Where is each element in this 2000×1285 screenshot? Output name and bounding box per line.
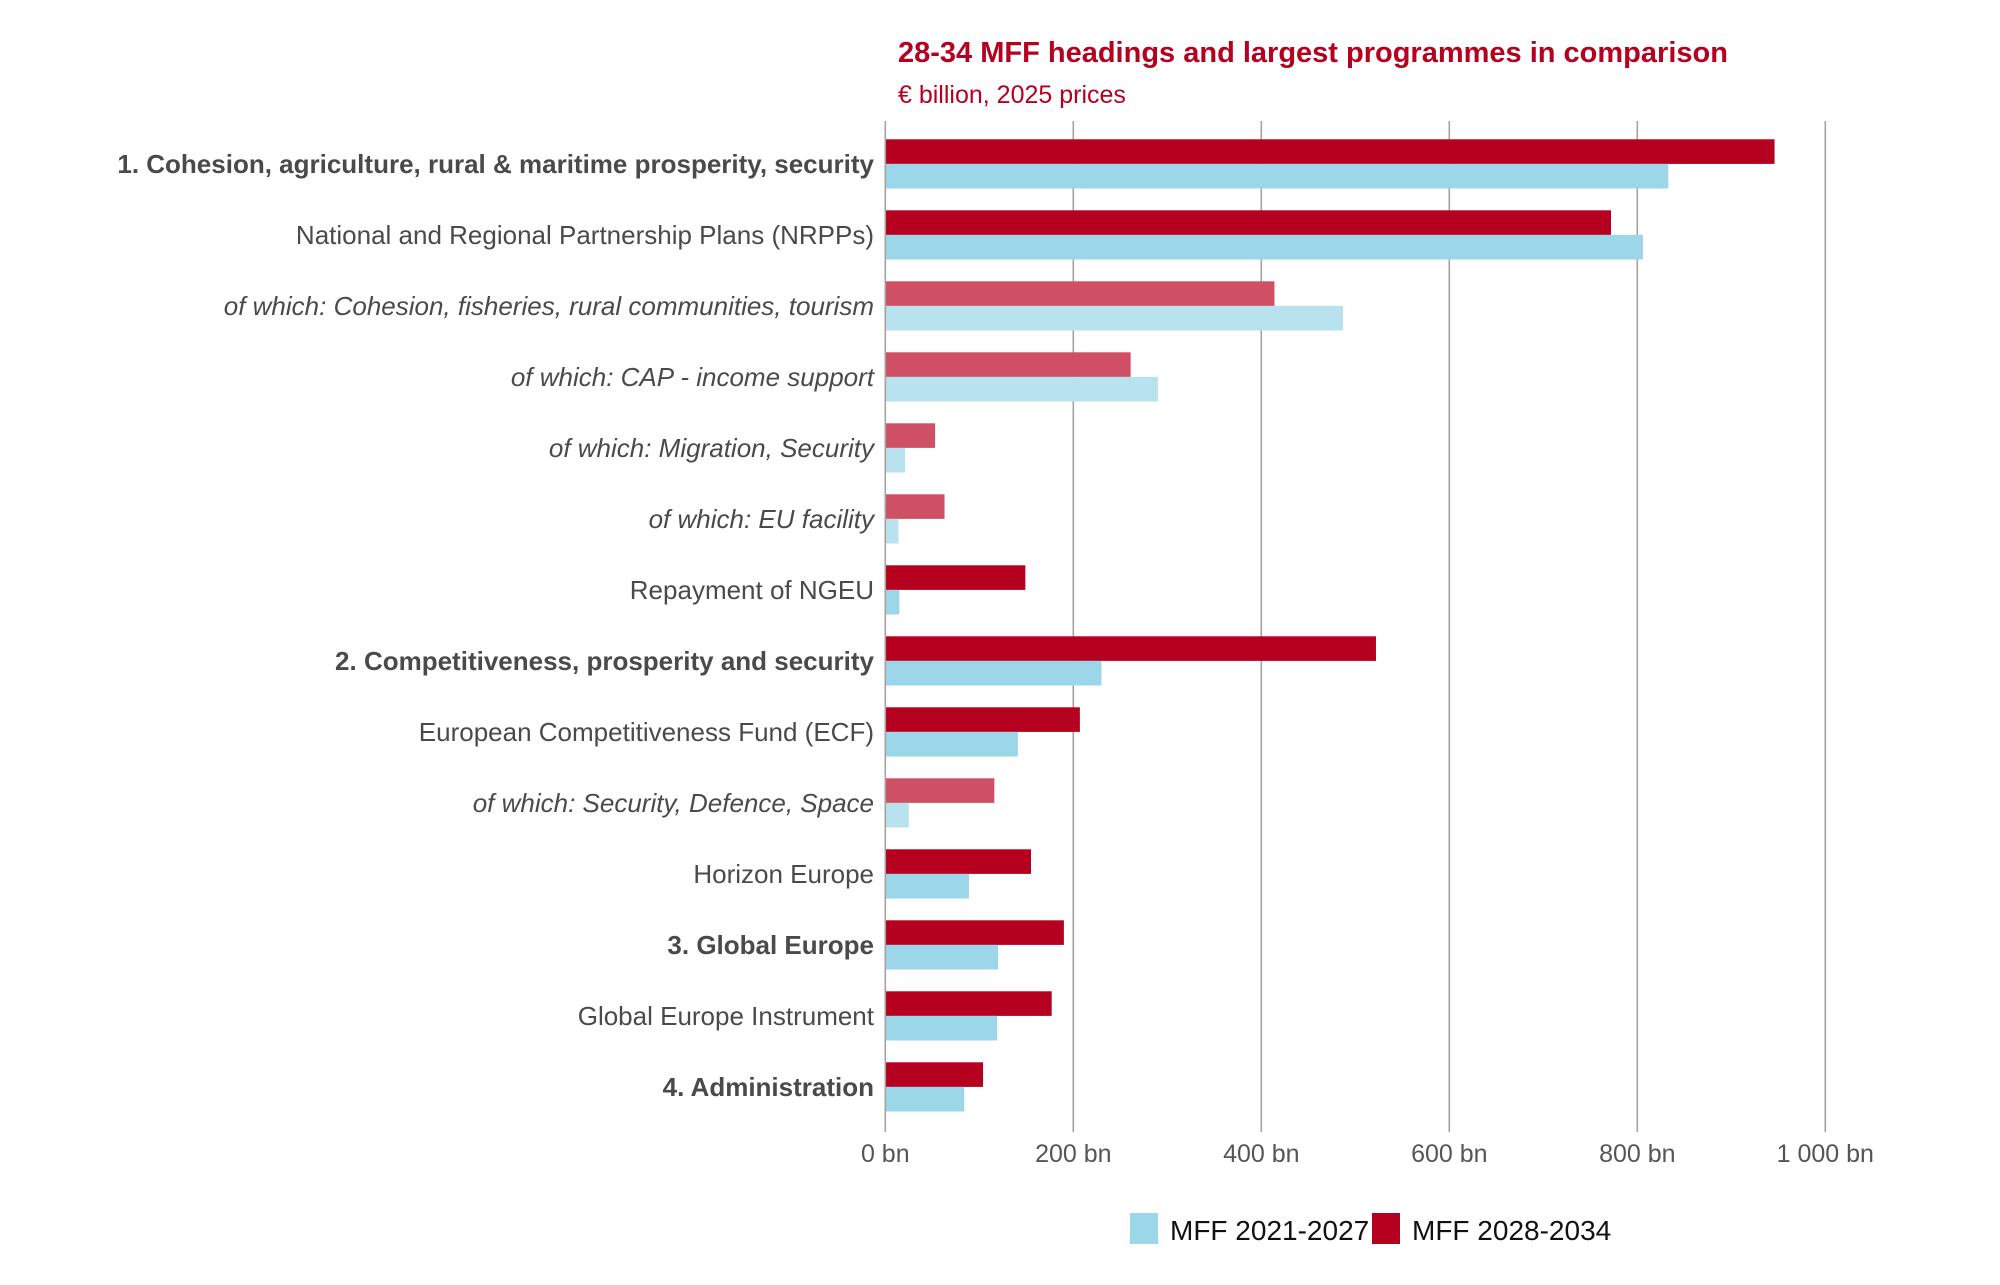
bar-mff-2028-2034 [885,849,1031,874]
bar-mff-2028-2034 [885,636,1376,661]
legend: MFF 2021-2027 MFF 2028-2034 [1130,1213,1611,1246]
category-label: of which: Cohesion, fisheries, rural com… [224,291,874,321]
category-label: 1. Cohesion, agriculture, rural & mariti… [117,149,874,179]
x-tick-label: 600 bn [1411,1140,1487,1168]
bar-mff-2021-2027 [885,447,906,473]
bar-mff-2021-2027 [885,873,969,899]
bar-mff-2028-2034 [885,210,1611,235]
bar-mff-2028-2034 [885,352,1131,377]
category-label: National and Regional Partnership Plans … [296,220,874,250]
bar-mff-2021-2027 [885,589,900,615]
bar-mff-2028-2034 [885,494,945,519]
bar-mff-2028-2034 [885,707,1080,732]
bar-mff-2028-2034 [885,991,1052,1016]
bar-mff-2028-2034 [885,778,995,803]
bar-mff-2021-2027 [885,1015,998,1041]
bar-mff-2021-2027 [885,660,1102,686]
bar-mff-2028-2034 [885,565,1026,590]
legend-label: MFF 2028-2034 [1412,1215,1611,1246]
chart-subtitle: € billion, 2025 prices [898,81,1126,109]
bar-mff-2028-2034 [885,1062,984,1087]
category-label: Repayment of NGEU [630,575,874,605]
category-label: 4. Administration [663,1072,874,1102]
legend-label: MFF 2021-2027 [1170,1215,1369,1246]
bar-mff-2021-2027 [885,802,909,828]
legend-swatch [1130,1213,1158,1244]
category-label: Horizon Europe [693,859,874,889]
bar-mff-2021-2027 [885,234,1643,260]
x-tick-label: 400 bn [1223,1140,1299,1168]
legend-swatch [1372,1213,1400,1244]
x-tick-label: 0 bn [861,1140,910,1168]
bar-mff-2021-2027 [885,944,999,970]
category-labels: 1. Cohesion, agriculture, rural & mariti… [117,149,876,1102]
bars [885,139,1775,1112]
bar-mff-2028-2034 [885,920,1064,945]
category-label: of which: Security, Defence, Space [473,788,874,818]
bar-mff-2021-2027 [885,163,1669,189]
gridlines [1072,121,1827,1132]
chart-title: 28-34 MFF headings and largest programme… [898,37,1728,69]
category-label: Global Europe Instrument [578,1001,875,1031]
x-tick-label: 800 bn [1599,1140,1675,1168]
bar-mff-2028-2034 [885,139,1775,164]
bar-mff-2021-2027 [885,376,1158,402]
category-label: of which: EU facility [649,504,876,534]
bar-mff-2021-2027 [885,1086,965,1112]
bar-mff-2028-2034 [885,281,1275,306]
bar-mff-2028-2034 [885,423,936,448]
category-label: European Competitiveness Fund (ECF) [419,717,874,747]
category-label: 2. Competitiveness, prosperity and secur… [335,646,874,676]
bar-mff-2021-2027 [885,305,1344,331]
x-axis-ticks: 0 bn 200 bn 400 bn 600 bn 800 bn 1 000 bn [861,1140,1874,1168]
bar-mff-2021-2027 [885,731,1018,757]
bar-mff-2021-2027 [885,518,899,544]
category-label: of which: CAP - income support [511,362,876,392]
category-label: of which: Migration, Security [549,433,876,463]
category-label: 3. Global Europe [667,930,874,960]
x-tick-label: 200 bn [1035,1140,1111,1168]
x-tick-label: 1 000 bn [1777,1140,1874,1168]
